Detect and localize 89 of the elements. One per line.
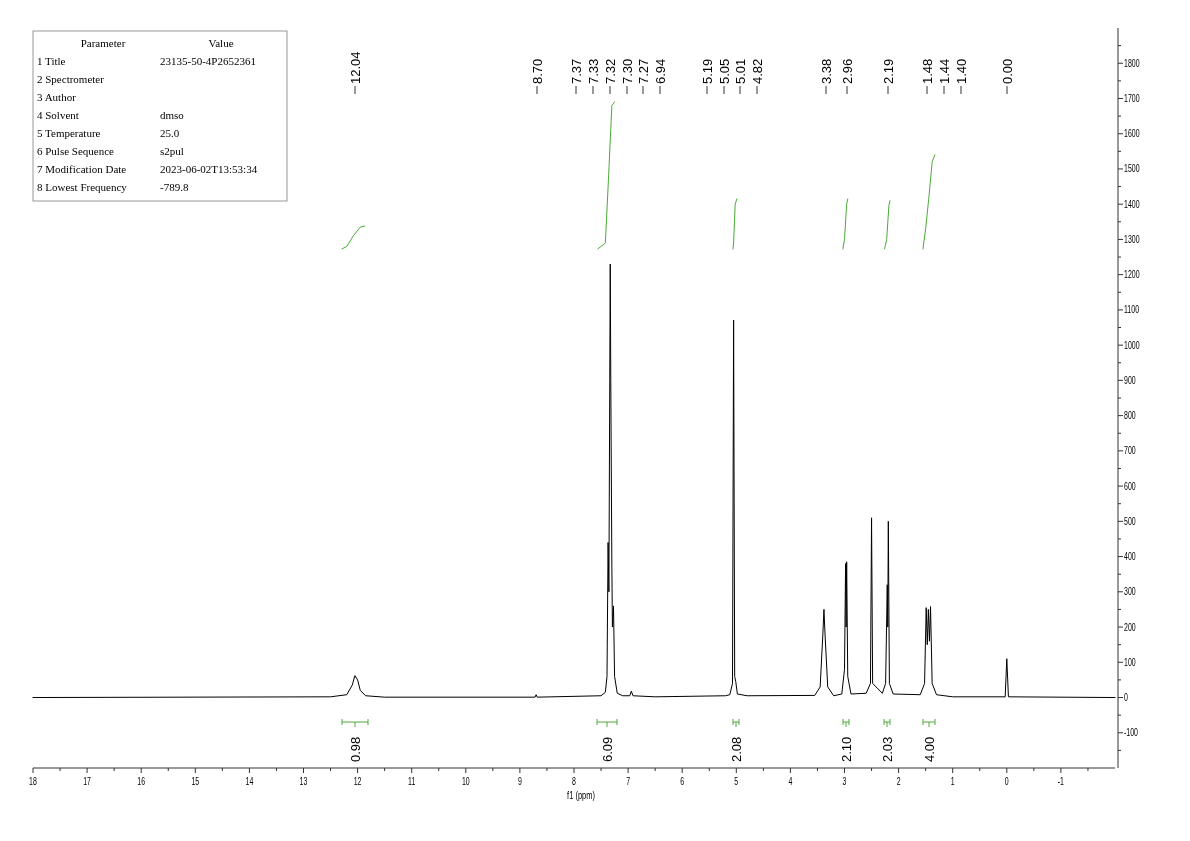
annotation: 12.04 (347, 51, 363, 84)
annotation: 5 Temperature (37, 127, 101, 139)
annotation: Value (208, 37, 234, 49)
annotation: 2023-06-02T13:53:34 (160, 163, 258, 175)
y-tick-label: -100 (1124, 726, 1139, 739)
annotation: 7.27 (635, 58, 651, 84)
line-series (842, 198, 849, 250)
y-tick-label: 1400 (1124, 198, 1140, 211)
annotation: 2.19 (880, 58, 896, 84)
annotation: 8 Lowest Frequency (37, 181, 128, 193)
annotation: 4.00 (921, 736, 937, 762)
x-tick-label: -1 (1057, 775, 1065, 788)
annotation: 4 Solvent (37, 109, 79, 121)
annotation: -789.8 (160, 181, 189, 193)
y-tick-label: 1700 (1124, 92, 1140, 105)
annotation: 7 Modification Date (37, 163, 127, 175)
annotation: 0.98 (347, 736, 363, 762)
y-tick-label: 100 (1124, 656, 1136, 669)
line-series (922, 154, 936, 250)
y-tick-label: 1300 (1124, 233, 1140, 246)
annotation: 5.05 (716, 58, 732, 84)
x-tick-label: 16 (137, 775, 146, 788)
x-tick-label: 6 (680, 775, 685, 788)
annotation: 5.19 (699, 58, 715, 84)
y-tick-label: 1000 (1124, 339, 1140, 351)
x-tick-label: 11 (408, 775, 416, 788)
y-tick-label: 1800 (1124, 57, 1140, 70)
y-tick-label: 400 (1124, 550, 1136, 563)
x-tick-label: 5 (734, 775, 739, 788)
annotation: Parameter (80, 37, 126, 49)
annotation: 25.0 (160, 127, 180, 139)
annotation: 1.44 (936, 58, 952, 84)
x-tick-label: 13 (299, 775, 308, 788)
annotation: dmso (160, 109, 185, 121)
y-tick-label: 1200 (1124, 268, 1140, 281)
annotation: 7.37 (568, 58, 584, 84)
x-tick-label: 8 (572, 775, 577, 788)
y-tick-label: 800 (1124, 409, 1136, 422)
annotation: s2pul (160, 145, 184, 157)
annotation: 2.03 (879, 736, 895, 762)
line-series (884, 200, 891, 250)
x-tick-label: 3 (842, 775, 847, 788)
line-series (597, 101, 616, 250)
annotation: 7.32 (602, 58, 618, 84)
x-tick-label: 1 (950, 775, 955, 788)
annotation: 2.08 (728, 736, 744, 762)
line-series (32, 263, 1116, 699)
annotation: 7.30 (619, 58, 635, 84)
annotation: 23135-50-4P2652361 (160, 55, 256, 67)
y-tick-label: 600 (1124, 480, 1136, 492)
x-tick-label: 15 (191, 775, 200, 788)
x-tick-label: 10 (461, 775, 470, 788)
x-tick-label: 12 (353, 775, 362, 788)
y-tick-label: 500 (1124, 515, 1136, 528)
y-tick-label: 1600 (1124, 127, 1140, 140)
y-tick-label: 1500 (1124, 163, 1140, 175)
annotation: 8.70 (529, 58, 545, 84)
annotation: 2.10 (838, 736, 854, 762)
annotation: 6.94 (652, 58, 668, 84)
annotation: 7.33 (585, 58, 601, 84)
annotation: 0.00 (999, 58, 1015, 84)
line-series (341, 225, 366, 250)
x-tick-label: 0 (1004, 775, 1009, 788)
y-tick-label: 900 (1124, 374, 1136, 387)
x-axis-title: f1 (ppm) (567, 789, 596, 802)
annotation: 5.01 (732, 58, 748, 84)
x-tick-label: 7 (626, 775, 631, 788)
annotation: 2 Spectrometer (37, 73, 105, 85)
x-tick-label: 2 (896, 775, 901, 788)
annotation: 3.38 (818, 58, 834, 84)
annotation: 3 Author (37, 91, 77, 103)
annotation: 1.48 (919, 58, 935, 84)
y-tick-label: 300 (1124, 586, 1136, 598)
y-tick-label: 700 (1124, 445, 1136, 457)
annotation: 1.40 (953, 58, 969, 84)
x-tick-label: 14 (245, 775, 254, 788)
y-tick-label: 1100 (1124, 304, 1140, 316)
x-tick-label: 9 (517, 775, 523, 788)
annotation: 1 Title (37, 55, 66, 67)
x-tick-label: 4 (788, 775, 793, 788)
annotation: 6 Pulse Sequence (37, 145, 115, 157)
annotation: 6.09 (599, 736, 615, 762)
line-series (732, 198, 738, 250)
y-tick-label: 0 (1124, 691, 1129, 704)
x-tick-label: 18 (29, 775, 38, 788)
x-tick-label: 17 (83, 775, 92, 788)
y-tick-label: 200 (1124, 621, 1136, 633)
annotation: 2.96 (839, 58, 855, 84)
annotation: 4.82 (749, 58, 765, 84)
